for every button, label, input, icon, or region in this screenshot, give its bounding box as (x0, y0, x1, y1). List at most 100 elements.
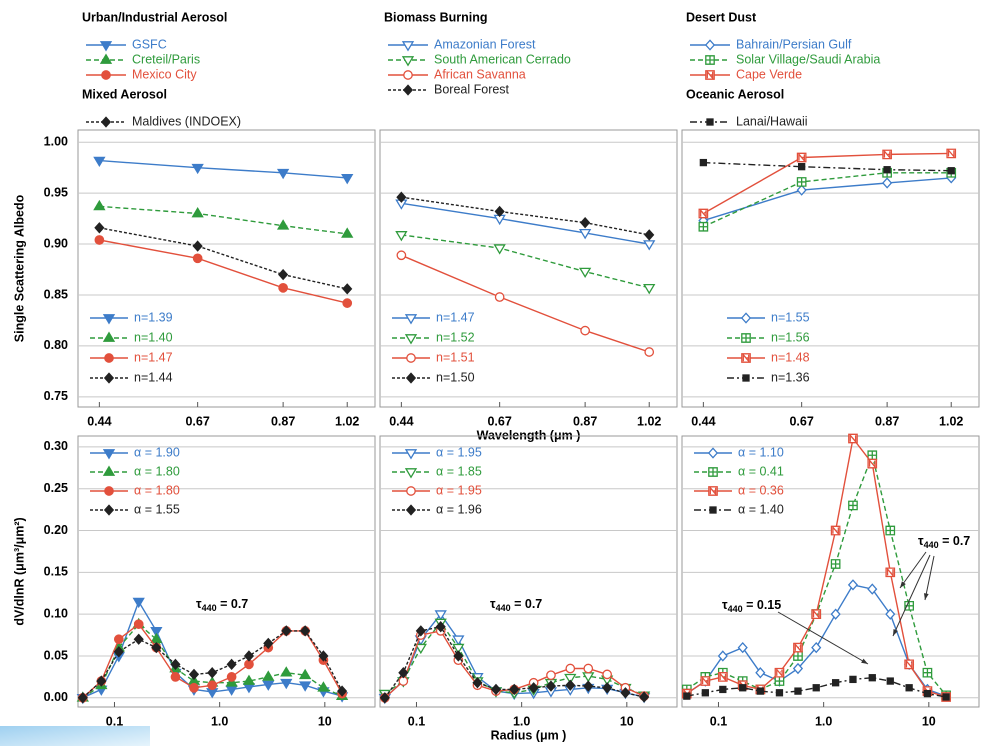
annotation-symbol: τ (918, 534, 924, 548)
marker (583, 680, 594, 692)
marker (811, 609, 822, 620)
marker (947, 167, 955, 175)
marker (867, 583, 878, 595)
marker (276, 219, 290, 230)
marker (192, 240, 203, 252)
marker (565, 663, 576, 674)
y-tick-label: 0.00 (44, 690, 68, 704)
marker (905, 684, 913, 692)
legend-title: Biomass Burning (384, 10, 488, 24)
marker (717, 671, 728, 682)
marker (104, 353, 114, 363)
marker (102, 331, 116, 342)
marker (741, 333, 751, 343)
marker (395, 231, 408, 242)
marker (401, 56, 415, 67)
marker (170, 672, 181, 682)
legend-entry: Lanai/Hawaii (736, 114, 808, 128)
marker (564, 673, 577, 685)
series-line (401, 234, 650, 289)
series-label: α = 1.80 (134, 483, 180, 497)
marker (580, 216, 591, 229)
plot-frame (681, 129, 980, 408)
marker (278, 268, 289, 281)
x-tick-label: 0.44 (87, 414, 111, 428)
y-tick-label: 0.30 (44, 439, 68, 453)
x-axis-label: Wavelength (μm ) (477, 428, 581, 442)
plot-frame (77, 129, 376, 408)
legend-entry: Cape Verde (736, 67, 802, 81)
marker (737, 641, 748, 654)
marker (868, 674, 876, 682)
marker (452, 635, 465, 646)
y-axis-label: dV/dlnR (μm³/μm²) (12, 517, 26, 625)
marker (700, 676, 711, 687)
series-line (99, 239, 348, 304)
marker (923, 689, 932, 698)
x-tick-label: 10 (922, 714, 936, 728)
annotation-text: = 0.7 (217, 597, 249, 611)
x-tick-label: 1.02 (939, 414, 963, 428)
marker (683, 692, 691, 700)
series-label: α = 1.95 (436, 445, 482, 459)
marker (280, 678, 293, 690)
marker (578, 267, 592, 279)
annotation-subscript: 440 (202, 603, 217, 613)
legend-entry: Boreal Forest (434, 82, 510, 96)
marker (882, 177, 893, 189)
series-label: α = 0.41 (738, 464, 784, 478)
marker (225, 676, 238, 687)
y-tick-label: 0.90 (44, 236, 68, 250)
annotation: τ440 = 0.7 (490, 597, 542, 613)
marker (494, 205, 505, 218)
marker (546, 670, 556, 681)
marker (94, 235, 105, 245)
marker (794, 687, 802, 695)
series-label: n=1.48 (771, 350, 810, 364)
marker (709, 506, 717, 514)
marker (644, 347, 655, 357)
marker (398, 667, 409, 679)
marker (404, 449, 418, 460)
marker (281, 625, 292, 637)
marker (848, 500, 858, 511)
marker (102, 314, 116, 325)
x-tick-label: 1.0 (815, 714, 832, 728)
series-line (99, 159, 348, 179)
x-tick-label: 0.87 (875, 414, 899, 428)
legend-entry: Amazonian Forest (434, 37, 536, 51)
annotation: τ440 = 0.15 (722, 598, 781, 614)
marker (317, 681, 330, 692)
arrow (899, 551, 927, 589)
marker (100, 116, 112, 128)
series-label: n=1.52 (436, 330, 475, 344)
marker (298, 668, 312, 680)
marker (151, 641, 162, 654)
marker (191, 163, 204, 175)
x-tick-label: 0.67 (789, 414, 813, 428)
arrow-head (923, 593, 929, 600)
marker (453, 650, 464, 662)
y-tick-label: 0.10 (44, 606, 68, 620)
arrow (924, 555, 935, 601)
x-tick-label: 0.67 (487, 414, 511, 428)
marker (189, 682, 199, 693)
marker (867, 450, 878, 461)
series-label: α = 1.55 (134, 502, 180, 516)
marker (191, 207, 204, 218)
x-tick-label: 0.67 (185, 414, 209, 428)
marker (401, 41, 415, 52)
marker (188, 668, 200, 681)
marker (207, 667, 218, 679)
marker (883, 166, 891, 174)
legend-title: Mixed Aerosol (82, 87, 167, 101)
marker (435, 621, 446, 633)
marker (150, 627, 163, 638)
series-label: n=1.55 (771, 310, 810, 324)
annotation: τ440 = 0.7 (918, 534, 970, 550)
annotation-text: = 0.7 (511, 597, 543, 611)
marker (545, 680, 557, 692)
marker (99, 53, 113, 64)
series-label: α = 1.90 (134, 445, 180, 459)
marker (602, 669, 612, 680)
